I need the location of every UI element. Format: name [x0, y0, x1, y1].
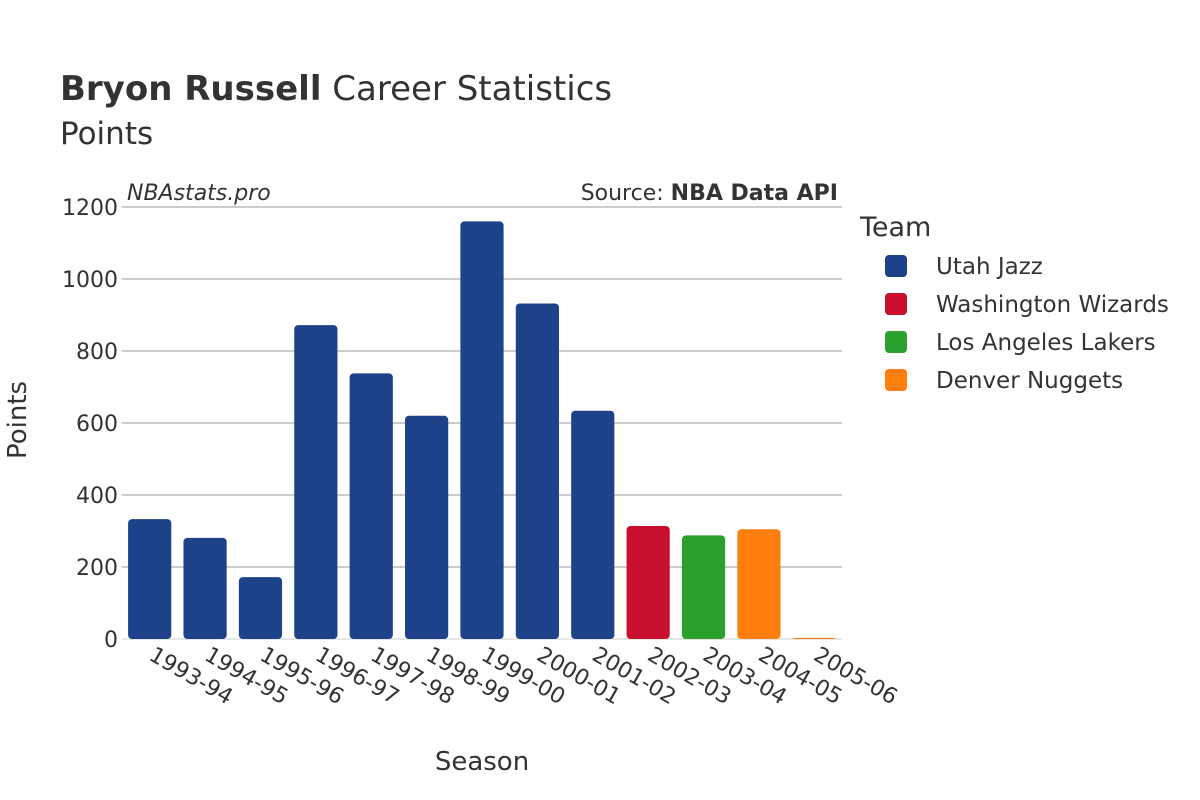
legend-swatch: [885, 293, 907, 315]
legend-title: Team: [859, 212, 931, 243]
bar-1994-95: [183, 537, 227, 639]
legend: Utah Jazz Washington Wizards Los Angeles L…: [885, 254, 1169, 394]
y-tick-label: 800: [76, 340, 118, 365]
legend-label: Los Angeles Lakers: [936, 330, 1156, 356]
y-tick-label: 1200: [62, 196, 118, 221]
title-rest: Career Statistics: [321, 69, 612, 109]
bar-2000-01: [515, 303, 559, 639]
y-tick-label: 0: [104, 628, 118, 653]
bars: [128, 221, 836, 639]
player-name: Bryon Russell: [60, 69, 321, 109]
legend-swatch: [885, 255, 907, 277]
x-axis-title: Season: [435, 747, 529, 777]
bar-1995-96: [238, 577, 283, 639]
legend-label: Denver Nuggets: [936, 368, 1123, 394]
legend-swatch: [885, 369, 907, 391]
chart-title: Bryon Russell Career Statistics: [60, 69, 612, 109]
y-tick-label: 600: [76, 412, 118, 437]
watermark: NBAstats.pro: [127, 181, 271, 206]
source-label: Source: NBA Data API: [581, 181, 838, 206]
chart-subtitle: Points: [60, 116, 153, 152]
bar-2005-06: [792, 637, 836, 639]
y-axis-title: Points: [3, 381, 33, 459]
bar-2001-02: [571, 410, 615, 639]
legend-label: Utah Jazz: [936, 254, 1043, 280]
y-tick-labels: 0 200 400 600 800 1000 1200: [62, 196, 118, 653]
bar-1997-98: [349, 373, 393, 639]
bar-2002-03: [626, 525, 670, 639]
x-tick-labels: 1993-941994-951995-961996-971997-981998-…: [145, 643, 902, 711]
bar-1993-94: [128, 519, 172, 639]
source-prefix: Source:: [581, 181, 671, 206]
bar-1999-00: [460, 221, 504, 639]
bar-2003-04: [681, 535, 726, 639]
legend-label: Washington Wizards: [936, 292, 1169, 318]
y-tick-label: 400: [76, 484, 118, 509]
legend-swatch: [885, 331, 907, 353]
bar-2004-05: [737, 529, 781, 639]
y-tick-label: 200: [76, 556, 118, 581]
y-tick-label: 1000: [62, 268, 118, 293]
bar-1996-97: [294, 325, 338, 639]
bar-1998-99: [405, 415, 449, 639]
source-name: NBA Data API: [671, 181, 838, 206]
